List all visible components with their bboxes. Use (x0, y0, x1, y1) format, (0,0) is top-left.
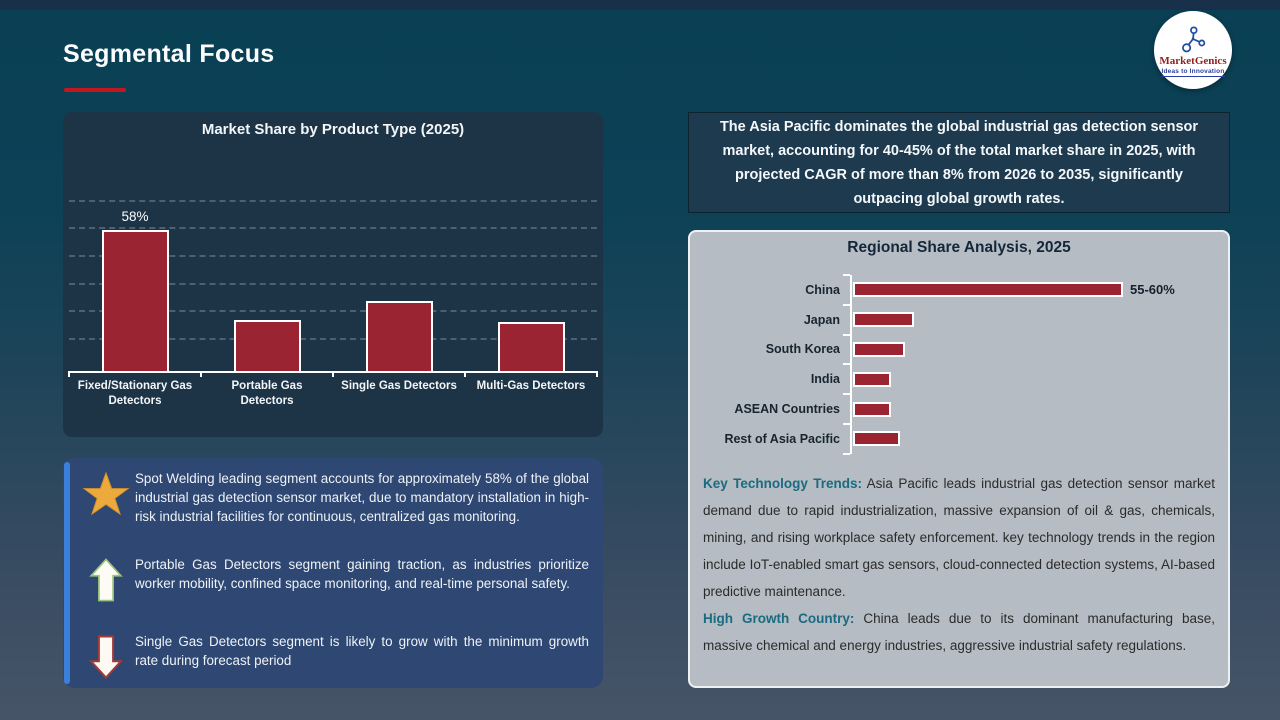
insight-text: Portable Gas Detectors segment gaining t… (135, 557, 589, 591)
horizontal-bar-chart: China 55-60% Japan South Korea India ASEAN Co… (690, 274, 1222, 455)
category-label: Portable Gas Detectors (231, 380, 303, 407)
bar-Fixed/Stationary Gas Detectors (101, 230, 169, 371)
gridline (69, 199, 597, 202)
bar-South Korea (853, 341, 905, 357)
axis-tick (464, 371, 466, 377)
segment-insights-box: Spot Welding leading segment accounts fo… (63, 458, 603, 688)
note-body: Asia Pacific leads industrial gas detect… (703, 476, 1216, 599)
asia-pacific-callout: The Asia Pacific dominates the global in… (688, 112, 1230, 213)
hbar-row-South Korea: South Korea (690, 333, 1222, 365)
down-arrow-icon (77, 632, 135, 680)
country-label: South Korea (765, 342, 840, 357)
hbar-row-India: India (690, 363, 1222, 395)
hbar-row-China: China 55-60% (690, 274, 1222, 305)
note-body: China leads due to its dominant manufact… (703, 611, 1216, 653)
high-growth-country-note: High Growth Country: China leads due to … (703, 605, 1215, 659)
bar-value-label: 55-60% (1130, 282, 1175, 298)
country-label: ASEAN Countries (734, 402, 840, 417)
bar-Multi-Gas Detectors (497, 322, 565, 371)
market-share-chart-panel: Market Share by Product Type (2025) 58% … (63, 112, 603, 437)
country-label: Rest of Asia Pacific (724, 431, 840, 446)
insight-minimum-growth: Single Gas Detectors segment is likely t… (77, 632, 589, 680)
category-axis-labels: Fixed/Stationary Gas Detectors Portable G… (69, 379, 597, 409)
gridline (69, 254, 597, 257)
insight-gaining-traction: Portable Gas Detectors segment gaining t… (77, 555, 589, 603)
marketgenics-logo: MarketGenics Ideas to Innovation (1154, 11, 1232, 89)
bar-track (843, 422, 1222, 455)
note-heading: High Growth Country: (703, 611, 855, 626)
bar-Japan (853, 312, 914, 328)
country-label: India (810, 372, 840, 387)
bar-track (843, 363, 1222, 395)
bar-ASEAN Countries (853, 401, 891, 417)
page-title: Segmental Focus (63, 40, 275, 68)
regional-share-panel: Regional Share Analysis, 2025 China 55-60… (688, 230, 1230, 688)
bar-Portable Gas Detectors (233, 320, 301, 371)
bar-track (843, 303, 1222, 335)
chart-title: Market Share by Product Type (2025) (201, 121, 465, 138)
gridline (69, 310, 597, 313)
country-label: Japan (803, 312, 840, 327)
callout-text: The Asia Pacific dominates the global in… (719, 118, 1199, 207)
gridline (69, 338, 597, 340)
bar-Single Gas Detectors (365, 301, 433, 371)
note-heading: Key Technology Trends: (703, 476, 863, 491)
vertical-bar-plot-area: 58% (68, 148, 598, 377)
country-label: China (805, 282, 840, 297)
logo-name: MarketGenics (1159, 54, 1227, 67)
axis-tick (596, 371, 598, 377)
regional-notes: Key Technology Trends: Asia Pacific lead… (703, 470, 1215, 659)
category-label: Fixed/Stationary Gas Detectors (77, 380, 193, 407)
category-label: Multi-Gas Detectors (476, 380, 586, 392)
bar-India (853, 371, 891, 387)
category-label: Single Gas Detectors (341, 380, 457, 392)
star-icon (77, 469, 135, 517)
bar-China (853, 282, 1123, 298)
top-accent-strip (0, 0, 1280, 10)
insight-text: Single Gas Detectors segment is likely t… (135, 634, 589, 668)
bar-track (843, 333, 1222, 365)
up-arrow-icon (77, 555, 135, 603)
blue-accent-stripe (64, 462, 70, 684)
hbar-row-Rest of Asia Pacific: Rest of Asia Pacific (690, 422, 1222, 455)
bar-Rest of Asia Pacific (853, 431, 900, 447)
gridline (69, 282, 597, 285)
bar-value-label: 58% (121, 209, 149, 224)
hbar-row-ASEAN Countries: ASEAN Countries (690, 393, 1222, 424)
hbar-row-Japan: Japan (690, 303, 1222, 335)
molecule-icon (1182, 25, 1206, 52)
axis-tick (200, 371, 202, 377)
axis-tick (68, 371, 70, 377)
logo-tagline: Ideas to Innovation (1161, 67, 1225, 77)
key-technology-trends-note: Key Technology Trends: Asia Pacific lead… (703, 470, 1215, 605)
bar-track (843, 393, 1222, 424)
bar-track: 55-60% (843, 274, 1222, 305)
axis-tick (332, 371, 334, 377)
gridline (69, 227, 597, 230)
insight-leading-segment: Spot Welding leading segment accounts fo… (77, 469, 589, 526)
title-underline (64, 88, 126, 92)
chart-title: Regional Share Analysis, 2025 (847, 239, 1071, 256)
insight-text: Spot Welding leading segment accounts fo… (135, 471, 589, 524)
